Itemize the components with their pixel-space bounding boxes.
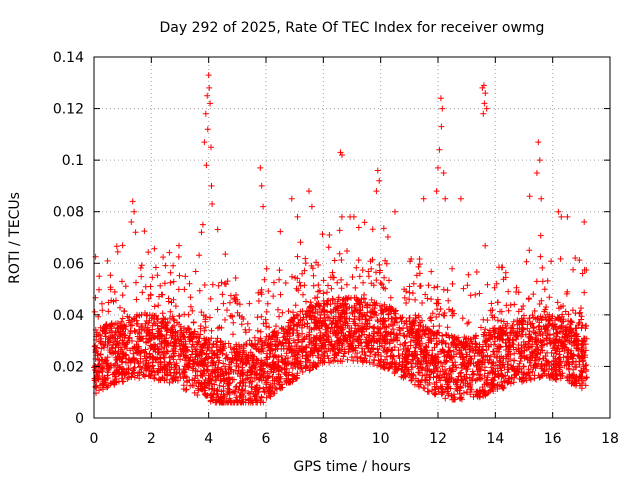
x-tick-label: 10	[372, 431, 390, 447]
y-tick-labels: 0 0.02 0.04 0.06 0.08 0.1 0.12 0.14	[53, 50, 84, 427]
y-axis-label: ROTI / TECUs	[7, 192, 23, 284]
y-tick-label: 0.02	[53, 359, 84, 375]
y-tick-label: 0	[75, 411, 84, 427]
x-tick-label: 6	[262, 431, 271, 447]
y-tick-label: 0.04	[53, 308, 84, 324]
x-tick-label: 14	[486, 431, 504, 447]
x-tick-label: 18	[601, 431, 619, 447]
roti-plus-markers	[91, 72, 590, 406]
y-tick-label: 0.06	[53, 256, 84, 272]
x-tick-label: 8	[319, 431, 328, 447]
x-tick-label: 16	[544, 431, 562, 447]
y-tick-label: 0.08	[53, 205, 84, 221]
x-axis-label: GPS time / hours	[293, 459, 410, 475]
x-tick-label: 0	[90, 431, 99, 447]
x-tick-label: 4	[204, 431, 213, 447]
grid-lines	[94, 57, 610, 418]
plot-frame	[93, 56, 611, 419]
data-points	[91, 72, 590, 406]
x-tick-labels: 0 2 4 6 8 10 12 14 16 18	[90, 431, 619, 447]
y-tick-label: 0.12	[53, 102, 84, 118]
y-tick-label: 0.14	[53, 50, 84, 66]
y-tick-label: 0.1	[62, 153, 84, 169]
chart-title: Day 292 of 2025, Rate Of TEC Index for r…	[160, 20, 545, 36]
x-tick-label: 12	[429, 431, 447, 447]
x-tick-label: 2	[147, 431, 156, 447]
axis-ticks	[93, 56, 611, 419]
